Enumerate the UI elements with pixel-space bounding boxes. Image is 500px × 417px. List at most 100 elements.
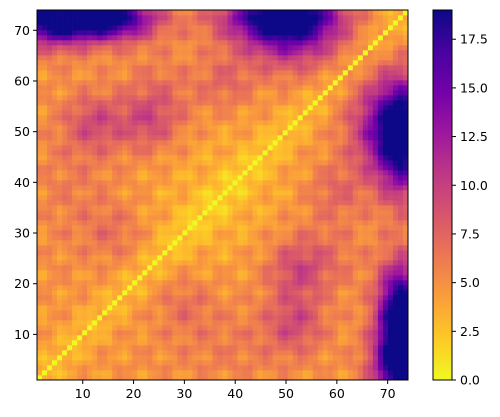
heatmap-cell (357, 325, 364, 331)
heatmap-cell (72, 40, 78, 46)
heatmap-cell (197, 290, 203, 296)
heatmap-cell (227, 130, 233, 136)
heatmap-cell (327, 145, 334, 151)
heatmap-cell (197, 295, 203, 301)
heatmap-cell (137, 10, 143, 16)
heatmap-cell (132, 240, 138, 246)
heatmap-cell (317, 255, 324, 261)
heatmap-cell (367, 200, 374, 206)
heatmap-cell (42, 370, 48, 376)
heatmap-cell (357, 165, 364, 171)
heatmap-cell (122, 285, 128, 291)
heatmap-cell (342, 80, 349, 86)
heatmap-cell (357, 230, 364, 236)
heatmap-cell (217, 210, 223, 216)
heatmap-cell (152, 125, 158, 131)
heatmap-cell (172, 20, 178, 26)
heatmap-cell (87, 315, 93, 321)
heatmap-cell (312, 280, 319, 286)
heatmap-cell (92, 70, 98, 76)
heatmap-cell (277, 150, 284, 156)
heatmap-cell (352, 35, 359, 41)
heatmap-cell (292, 350, 299, 356)
heatmap-cell (192, 180, 198, 186)
heatmap-cell (82, 55, 88, 61)
heatmap-cell (202, 360, 208, 366)
heatmap-cell (342, 245, 349, 251)
heatmap-cell (367, 225, 374, 231)
heatmap-cell (207, 210, 213, 216)
heatmap-cell (152, 145, 158, 151)
heatmap-cell (107, 225, 113, 231)
heatmap-cell (337, 320, 344, 326)
heatmap-cell (72, 230, 78, 236)
heatmap-cell (82, 320, 88, 326)
heatmap-cell (237, 325, 243, 331)
heatmap-cell (72, 240, 78, 246)
heatmap-cell (372, 330, 379, 336)
heatmap-cell (132, 15, 138, 21)
heatmap-cell (337, 265, 344, 271)
heatmap-cell (207, 275, 213, 281)
heatmap-cell (367, 265, 374, 271)
heatmap-cell (347, 110, 354, 116)
heatmap-cell (237, 350, 243, 356)
heatmap-cell (107, 195, 113, 201)
heatmap-cell (342, 370, 349, 376)
heatmap-cell (92, 290, 98, 296)
heatmap-cell (272, 115, 278, 121)
heatmap-cell (77, 100, 83, 106)
heatmap-cell (142, 135, 148, 141)
heatmap-cell (217, 285, 223, 291)
heatmap-cell (307, 40, 314, 46)
heatmap-cell (222, 255, 228, 261)
heatmap-cell (172, 245, 178, 251)
heatmap-cell (347, 200, 354, 206)
heatmap-cell (82, 305, 88, 311)
heatmap-cell (117, 210, 123, 216)
heatmap-cell (167, 55, 173, 61)
heatmap-cell (347, 75, 354, 81)
heatmap-cell (207, 90, 213, 96)
heatmap-cell (77, 20, 83, 26)
heatmap-cell (87, 205, 93, 211)
heatmap-cell (207, 120, 213, 126)
heatmap-cell (232, 195, 238, 201)
heatmap-cell (277, 305, 284, 311)
heatmap-cell (232, 150, 238, 156)
heatmap-cell (117, 255, 123, 261)
heatmap-cell (207, 85, 213, 91)
heatmap-cell (127, 95, 133, 101)
heatmap-cell (322, 200, 329, 206)
heatmap-cell (62, 85, 68, 91)
heatmap-cell (37, 320, 43, 326)
heatmap-cell (42, 10, 48, 16)
heatmap-cell (112, 195, 118, 201)
heatmap-cell (197, 240, 203, 246)
heatmap-cell (217, 110, 223, 116)
heatmap-cell (262, 355, 268, 361)
heatmap-cell (82, 185, 88, 191)
heatmap-cell (47, 65, 53, 71)
heatmap-cell (72, 15, 78, 21)
heatmap-cell (267, 90, 273, 96)
heatmap-cell (147, 300, 153, 306)
heatmap-cell (167, 225, 173, 231)
heatmap-cell (102, 375, 108, 381)
heatmap-cell (357, 15, 364, 21)
heatmap-cell (152, 70, 158, 76)
heatmap-cell (82, 355, 88, 361)
heatmap-cell (52, 305, 58, 311)
heatmap-cell (207, 235, 213, 241)
heatmap-cell (157, 315, 163, 321)
heatmap-cell (147, 140, 153, 146)
heatmap-cell (257, 370, 263, 376)
heatmap-cell (357, 55, 364, 61)
heatmap-cell (227, 160, 233, 166)
heatmap-cell (337, 45, 344, 51)
heatmap-cell (202, 195, 208, 201)
heatmap-cell (162, 360, 168, 366)
heatmap-cell (202, 375, 208, 381)
heatmap-cell (102, 275, 108, 281)
heatmap-cell (257, 65, 263, 71)
